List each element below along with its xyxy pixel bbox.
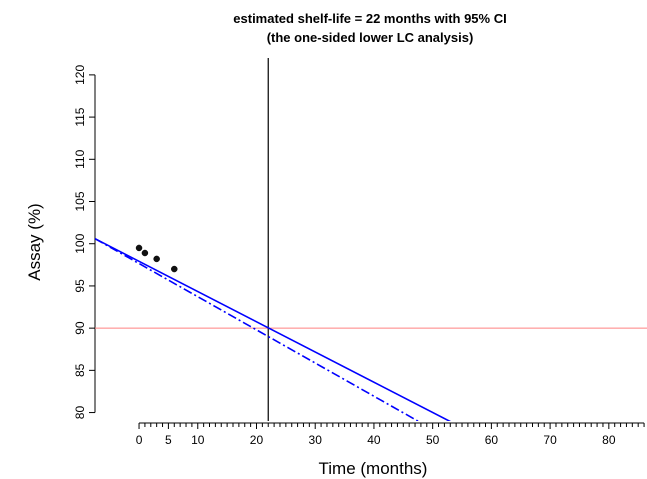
data-point (171, 265, 178, 273)
y-tick-label: 85 (73, 363, 87, 377)
chart-title-line-1: estimated shelf-life = 22 months with 95… (233, 11, 506, 26)
y-tick-label: 110 (73, 149, 87, 168)
y-axis-label: Assay (%) (25, 203, 44, 280)
y-tick-label: 100 (73, 233, 87, 253)
x-tick-label: 10 (191, 433, 205, 447)
x-tick-label: 30 (309, 433, 323, 447)
x-tick-label: 0 (136, 433, 143, 447)
y-tick-label: 80 (73, 406, 87, 420)
lower-confidence-line (95, 237, 420, 421)
y-tick-label: 90 (73, 321, 87, 335)
x-tick-label: 5 (165, 433, 172, 447)
plot-area: 80 85 90 95 100 105 110 115 120 0 5 10 20 30 40 50 60 70 8… (73, 58, 647, 447)
x-tick-label: 20 (250, 433, 264, 447)
x-tick-label: 60 (485, 433, 499, 447)
y-tick-label: 95 (73, 279, 87, 293)
y-tick-label: 105 (73, 191, 87, 211)
x-tick-label: 70 (543, 433, 557, 447)
data-point (141, 249, 149, 257)
regression-line (95, 237, 451, 421)
y-tick-label: 120 (73, 65, 87, 85)
data-point (153, 255, 160, 263)
x-tick-label: 40 (367, 433, 381, 447)
x-tick-label: 80 (602, 433, 616, 447)
x-axis-label: Time (months) (319, 459, 428, 478)
x-tick-label: 50 (426, 433, 440, 447)
data-point (135, 244, 143, 252)
chart-title-line-2: (the one-sided lower LC analysis) (267, 30, 474, 45)
y-tick-label: 115 (73, 107, 87, 126)
